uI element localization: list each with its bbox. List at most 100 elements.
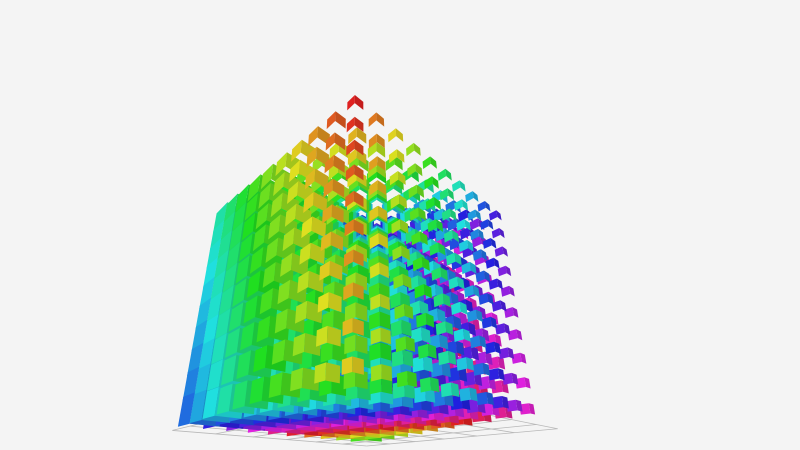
cube-face bbox=[488, 278, 499, 290]
cube-face bbox=[194, 363, 211, 397]
cube-face bbox=[345, 190, 354, 208]
cube-face bbox=[400, 219, 409, 234]
cube-face bbox=[458, 239, 469, 252]
cube-face bbox=[189, 389, 207, 424]
cube bbox=[459, 387, 478, 402]
cube-face bbox=[475, 309, 483, 322]
cube-face bbox=[417, 343, 429, 359]
cube-face bbox=[391, 349, 404, 367]
cube-face bbox=[341, 356, 353, 375]
cube bbox=[317, 292, 342, 313]
cube-face bbox=[443, 229, 454, 243]
cube bbox=[346, 116, 364, 133]
cube bbox=[491, 396, 509, 409]
cube bbox=[341, 356, 364, 375]
cube-face bbox=[352, 317, 364, 336]
cube-face bbox=[392, 245, 402, 261]
cube-face bbox=[497, 356, 506, 370]
cube-face bbox=[355, 302, 368, 322]
cube-face bbox=[528, 403, 536, 415]
cube bbox=[476, 392, 494, 406]
cube-face bbox=[448, 350, 457, 365]
cube bbox=[491, 300, 507, 312]
cube-face bbox=[433, 208, 444, 223]
cube-face bbox=[459, 311, 468, 327]
cube-face bbox=[253, 345, 268, 373]
cube bbox=[488, 278, 503, 290]
cube-face bbox=[425, 312, 435, 328]
cube-face bbox=[259, 288, 274, 315]
cube-face bbox=[520, 352, 527, 364]
cube-face bbox=[395, 336, 407, 353]
cube-face bbox=[496, 278, 503, 290]
cube-face bbox=[214, 249, 229, 281]
cube-face bbox=[447, 218, 457, 232]
cube-face bbox=[421, 256, 430, 271]
cube-face bbox=[427, 343, 437, 359]
cube-face bbox=[222, 262, 238, 293]
cube-face bbox=[260, 163, 274, 190]
cube bbox=[515, 377, 531, 389]
cube-face bbox=[377, 156, 386, 171]
cube-face bbox=[354, 139, 364, 156]
cube-face bbox=[469, 387, 478, 402]
cube bbox=[409, 207, 426, 222]
cube-face bbox=[458, 366, 468, 382]
cube-face bbox=[441, 208, 451, 221]
cube-face bbox=[377, 180, 387, 196]
cube-face bbox=[445, 168, 452, 181]
cube-face bbox=[262, 262, 276, 288]
cube-face bbox=[187, 342, 204, 377]
cube bbox=[306, 146, 329, 168]
cube bbox=[343, 249, 364, 267]
cube bbox=[345, 164, 364, 181]
cube-face bbox=[202, 256, 219, 289]
cube bbox=[425, 197, 441, 211]
cube bbox=[394, 303, 414, 320]
cube bbox=[391, 219, 409, 234]
cube-face bbox=[423, 284, 432, 299]
cube-face bbox=[369, 311, 380, 330]
cube bbox=[370, 327, 391, 345]
cube-face bbox=[216, 383, 233, 415]
cube-face bbox=[466, 357, 474, 371]
cube-face bbox=[236, 350, 252, 380]
cube-face bbox=[355, 334, 368, 354]
cube-face bbox=[430, 377, 440, 393]
cube-face bbox=[495, 323, 506, 335]
cube bbox=[452, 180, 466, 192]
cube-face bbox=[469, 261, 477, 274]
cube-face bbox=[390, 194, 400, 209]
cube bbox=[392, 245, 410, 261]
cube-face bbox=[295, 300, 308, 324]
cube bbox=[428, 334, 449, 350]
cube-face bbox=[475, 270, 486, 283]
cube-face bbox=[380, 293, 390, 311]
cube bbox=[451, 301, 468, 315]
cube bbox=[435, 321, 454, 336]
cube bbox=[475, 270, 491, 283]
cube-face bbox=[228, 302, 244, 332]
cube bbox=[507, 329, 523, 341]
cube bbox=[480, 219, 494, 230]
cube-face bbox=[320, 340, 333, 363]
cube-face bbox=[333, 154, 345, 173]
cube-face bbox=[329, 260, 343, 281]
cube bbox=[498, 347, 515, 360]
cube-face bbox=[484, 201, 491, 212]
cube bbox=[320, 231, 344, 252]
cube-face bbox=[519, 403, 531, 415]
cube bbox=[430, 361, 451, 378]
cube-face bbox=[243, 295, 258, 324]
cube-face bbox=[497, 265, 507, 277]
cube-face bbox=[352, 282, 364, 300]
cube-face bbox=[354, 164, 364, 181]
cube-face bbox=[456, 219, 466, 231]
cube-face bbox=[402, 273, 412, 289]
cube-face bbox=[452, 180, 461, 192]
cube bbox=[343, 282, 364, 301]
cube-face bbox=[472, 249, 482, 261]
cube-face bbox=[472, 285, 480, 298]
cube-face bbox=[470, 228, 480, 241]
